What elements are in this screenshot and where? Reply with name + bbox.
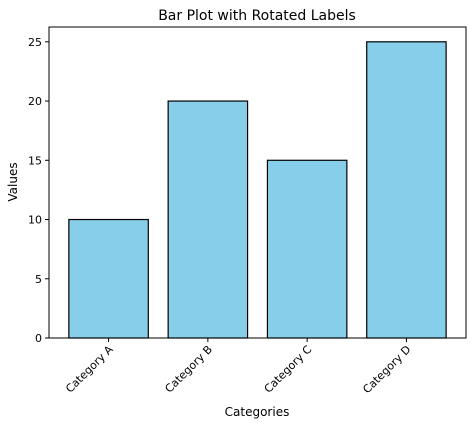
x-tick-label: Category C bbox=[262, 343, 315, 396]
y-tick-label: 0 bbox=[35, 332, 42, 345]
y-tick-label: 20 bbox=[28, 95, 42, 108]
bar-category-d bbox=[366, 41, 447, 339]
x-axis-label: Categories bbox=[225, 405, 290, 419]
chart-title: Bar Plot with Rotated Labels bbox=[158, 8, 356, 24]
y-tick-label: 25 bbox=[28, 36, 42, 49]
y-tick-label: 15 bbox=[28, 154, 42, 167]
plot-frame bbox=[48, 26, 467, 339]
y-tick-label: 10 bbox=[28, 214, 42, 227]
bar-category-a bbox=[68, 218, 149, 339]
x-tick-label: Category A bbox=[63, 343, 116, 396]
x-tick-label: Category B bbox=[162, 343, 215, 396]
y-axis-label: Values bbox=[6, 162, 20, 201]
bar-category-c bbox=[266, 159, 348, 339]
bar-category-b bbox=[167, 100, 249, 339]
y-axis: 0 5 10 15 20 25 bbox=[28, 36, 49, 345]
x-axis: Category A Category B Category C Category D bbox=[63, 338, 414, 396]
bars-group bbox=[68, 41, 447, 339]
y-tick-label: 5 bbox=[35, 273, 42, 286]
x-tick-label: Category D bbox=[360, 343, 413, 396]
